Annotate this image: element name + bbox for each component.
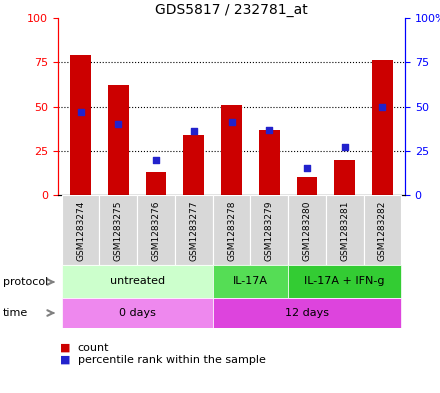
Text: GSM1283277: GSM1283277 (189, 200, 198, 261)
Point (77, 109, 84, 115)
Text: GSM1283278: GSM1283278 (227, 200, 236, 261)
Bar (213, 195, 250, 265)
Text: IL-17A + IFN-g: IL-17A + IFN-g (304, 277, 385, 286)
Point (379, 103, 386, 110)
Text: GSM1283281: GSM1283281 (340, 200, 349, 261)
Bar (108, 85, 129, 195)
Point (304, 165, 311, 172)
Title: GDS5817 / 232781_at: GDS5817 / 232781_at (155, 3, 308, 17)
Bar (288, 265, 401, 298)
Bar (334, 160, 355, 195)
Point (341, 144, 348, 151)
Bar (175, 195, 213, 265)
Text: percentile rank within the sample: percentile rank within the sample (77, 355, 265, 365)
Text: ■: ■ (60, 355, 70, 365)
Bar (297, 177, 317, 195)
Bar (62, 195, 99, 265)
Text: GSM1283275: GSM1283275 (114, 200, 123, 261)
Point (266, 127, 273, 133)
Bar (62, 265, 213, 298)
Bar (62, 298, 213, 328)
Text: GSM1283280: GSM1283280 (302, 200, 312, 261)
Text: GSM1283282: GSM1283282 (378, 200, 387, 261)
Bar (213, 298, 401, 328)
Bar (99, 195, 137, 265)
Text: untreated: untreated (110, 277, 165, 286)
Point (115, 121, 122, 127)
Bar (213, 265, 288, 298)
Text: time: time (3, 308, 28, 318)
Bar (326, 195, 363, 265)
Bar (288, 195, 326, 265)
Bar (372, 61, 393, 195)
Text: GSM1283274: GSM1283274 (76, 200, 85, 261)
Point (190, 128, 197, 134)
Text: GSM1283276: GSM1283276 (151, 200, 161, 261)
Bar (137, 195, 175, 265)
Bar (259, 130, 279, 195)
Text: IL-17A: IL-17A (233, 277, 268, 286)
Bar (221, 105, 242, 195)
Text: 0 days: 0 days (119, 308, 156, 318)
Text: ■: ■ (60, 343, 70, 353)
Bar (250, 195, 288, 265)
Text: protocol: protocol (3, 277, 48, 287)
Bar (363, 195, 401, 265)
Text: 12 days: 12 days (285, 308, 329, 318)
Point (228, 119, 235, 126)
Bar (70, 55, 91, 195)
Bar (146, 172, 166, 195)
Point (153, 156, 160, 163)
Bar (183, 135, 204, 195)
Text: count: count (77, 343, 109, 353)
Text: GSM1283279: GSM1283279 (265, 200, 274, 261)
